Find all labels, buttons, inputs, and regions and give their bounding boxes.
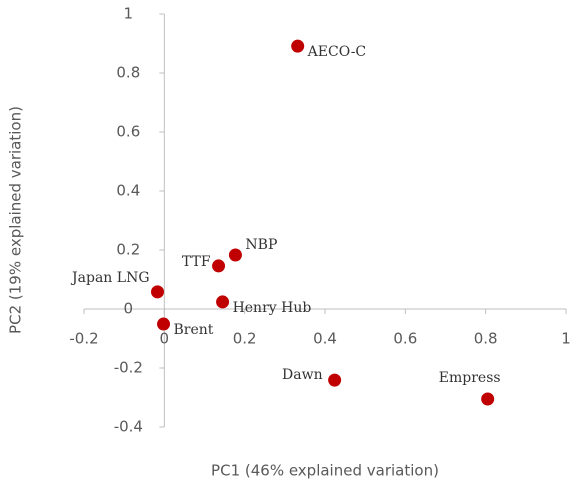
point-label: NBP xyxy=(245,237,277,253)
point-label: Empress xyxy=(439,370,501,386)
point xyxy=(228,248,242,262)
x-tick-label: 0.2 xyxy=(233,330,257,348)
x-axis-title: PC1 (46% explained variation) xyxy=(211,462,439,480)
y-tick-label: 0.6 xyxy=(116,123,140,141)
point xyxy=(216,295,230,309)
x-tick-label: 0.6 xyxy=(393,330,417,348)
y-tick-label: -0.4 xyxy=(114,418,143,436)
y-tick-label: 0.4 xyxy=(116,182,140,200)
y-tick-label: 1 xyxy=(124,5,134,23)
point xyxy=(157,317,171,331)
x-tick-label: 0.4 xyxy=(313,330,337,348)
point-label: TTF xyxy=(182,254,211,270)
y-tick-label: -0.2 xyxy=(114,359,143,377)
point xyxy=(151,285,165,299)
point-label: AECO-C xyxy=(307,44,366,60)
x-tick-label: 0.8 xyxy=(474,330,498,348)
y-tick-label: 0.8 xyxy=(116,64,140,82)
point xyxy=(481,392,495,406)
point xyxy=(328,373,342,387)
x-tick-label: 0 xyxy=(160,330,170,348)
point-label: Brent xyxy=(174,322,214,338)
x-tick-label: 1 xyxy=(561,330,571,348)
x-tick-label: -0.2 xyxy=(69,330,98,348)
point-label: Dawn xyxy=(282,367,323,383)
point xyxy=(212,259,226,273)
y-tick-label: 0 xyxy=(124,300,134,318)
y-tick-label: 0.2 xyxy=(116,241,140,259)
point-label: Henry Hub xyxy=(233,300,312,316)
point xyxy=(291,39,305,53)
y-axis-title: PC2 (19% explained variation) xyxy=(7,106,25,334)
point-label: Japan LNG xyxy=(70,270,149,286)
